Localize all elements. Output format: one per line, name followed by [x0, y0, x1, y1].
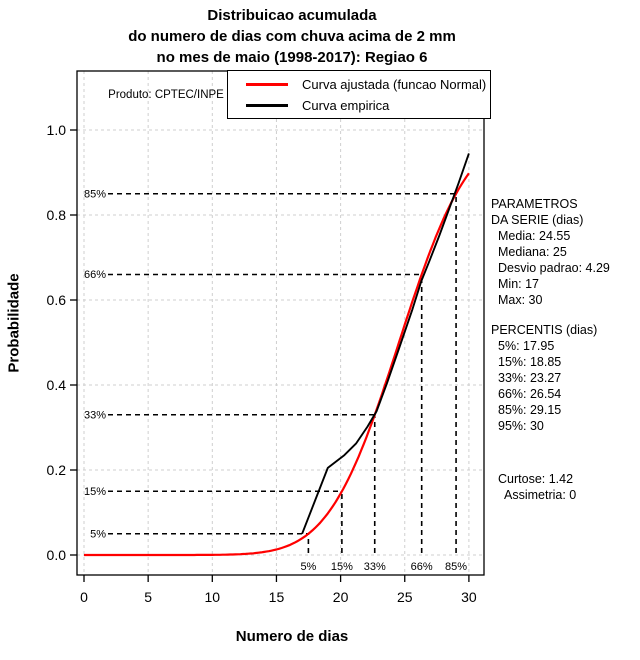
stat-desvio: Desvio padrao: 4.29: [498, 261, 610, 275]
x-tick-label: 25: [397, 589, 413, 605]
x-axis-title: Numero de dias: [235, 628, 349, 645]
x-tick-label: 5: [144, 589, 152, 605]
title-line-1: Distribuicao acumulada: [207, 7, 377, 24]
params-title-line2: DA SERIE (dias): [491, 213, 584, 227]
x-tick-label: 20: [333, 589, 349, 605]
percentile-left-label: 5%: [90, 528, 106, 540]
empirical-curve: [301, 153, 470, 535]
y-tick-label: 0.6: [47, 292, 67, 308]
product-label: Produto: CPTEC/INPE: [108, 89, 224, 101]
percentile-left-label: 33%: [84, 409, 106, 421]
x-tick-label: 10: [205, 589, 221, 605]
stat-media: Media: 24.55: [498, 229, 571, 243]
legend-label-empirical: Curva empirica: [302, 97, 390, 113]
stats-shape-block: Curtose: 1.42 Assimetria: 0: [491, 471, 640, 503]
axis-ticks-and-labels: 0 5 10 15 20 25 30 0.0 0.2 0.4 0.6 0.8 1.0: [47, 122, 477, 605]
legend-label-fitted: Curva ajustada (funcao Normal): [302, 76, 487, 92]
x-tick-label: 0: [80, 589, 88, 605]
y-tick-label: 0.8: [47, 207, 67, 223]
percentil-15: 15%: 18.85: [498, 355, 562, 369]
percentile-bottom-label: 15%: [331, 561, 353, 573]
percentil-85: 85%: 29.15: [498, 403, 562, 417]
y-tick-label: 0.4: [47, 377, 67, 393]
x-tick-label: 30: [461, 589, 477, 605]
percentile-left-label: 85%: [84, 188, 106, 200]
stat-max: Max: 30: [498, 293, 543, 307]
percentile-bottom-label: 33%: [364, 561, 386, 573]
empirical-curve-line-sample: [246, 103, 288, 107]
percentil-95: 95%: 30: [498, 419, 544, 433]
stats-percentis-block: PERCENTIS (dias) 5%: 17.95 15%: 18.85 33…: [491, 322, 640, 434]
title-line-3: no mes de maio (1998-2017): Regiao 6: [156, 49, 428, 66]
percentile-left-label: 66%: [84, 269, 106, 281]
fitted-curve-line-sample: [246, 82, 288, 86]
stats-parameters-block: PARAMETROS DA SERIE (dias) Media: 24.55 …: [491, 196, 640, 308]
stat-mediana: Mediana: 25: [498, 245, 567, 259]
x-tick-label: 15: [269, 589, 285, 605]
stat-min: Min: 17: [498, 277, 539, 291]
chart-title: Distribuicao acumulada do numero de dias…: [92, 5, 492, 68]
stat-assimetria: Assimetria: 0: [504, 488, 577, 502]
percentis-title: PERCENTIS (dias): [491, 323, 598, 337]
params-title-line1: PARAMETROS: [491, 197, 578, 211]
fitted-curve: [84, 172, 470, 557]
legend-box: Curva ajustada (funcao Normal) Curva emp…: [227, 70, 491, 119]
percentile-bottom-label: 85%: [445, 561, 467, 573]
curves: [84, 153, 470, 557]
percentile-guide-lines: 5% 5% 15% 15% 33% 33% 66% 66% 85% 85%: [84, 188, 467, 573]
gridlines: [77, 71, 484, 575]
percentil-66: 66%: 26.54: [498, 387, 562, 401]
title-line-2: do numero de dias com chuva acima de 2 m…: [128, 28, 456, 45]
y-tick-label: 1.0: [47, 122, 67, 138]
y-tick-label: 0.0: [47, 547, 67, 563]
percentil-5: 5%: 17.95: [498, 339, 555, 353]
plot-frame: [76, 70, 485, 576]
legend-item-empirical: Curva empirica: [246, 97, 490, 113]
percentile-bottom-label: 5%: [300, 561, 316, 573]
stat-curtose: Curtose: 1.42: [498, 472, 574, 486]
y-axis-title: Probabilidade: [5, 273, 23, 373]
percentil-33: 33%: 23.27: [498, 371, 562, 385]
percentile-left-label: 15%: [84, 486, 106, 498]
legend-item-fitted: Curva ajustada (funcao Normal): [246, 76, 490, 92]
plot-border: [76, 70, 485, 576]
percentile-bottom-label: 66%: [411, 561, 433, 573]
y-tick-label: 0.2: [47, 462, 67, 478]
